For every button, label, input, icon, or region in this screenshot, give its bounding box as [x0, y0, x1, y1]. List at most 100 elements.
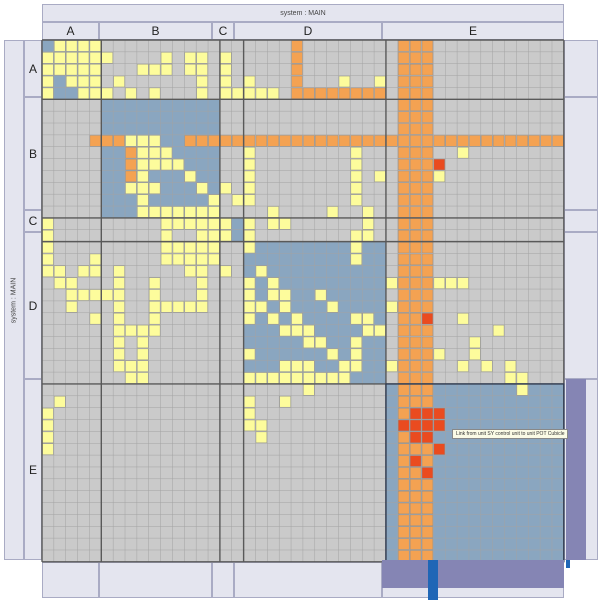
dependency-cell[interactable] [113, 336, 125, 349]
dependency-cell[interactable] [469, 336, 481, 349]
dependency-cell[interactable] [232, 87, 244, 100]
dependency-cell[interactable] [398, 479, 410, 491]
dependency-cell[interactable] [398, 372, 410, 384]
dependency-cell[interactable] [398, 147, 410, 159]
dependency-cell[interactable] [409, 206, 422, 218]
dependency-cell[interactable] [338, 135, 351, 147]
dependency-cell[interactable] [291, 135, 303, 147]
dependency-cell[interactable] [42, 230, 54, 242]
dependency-cell[interactable] [125, 158, 137, 171]
dependency-cell[interactable] [243, 194, 256, 206]
dependency-cell[interactable] [409, 230, 422, 242]
dependency-cell[interactable] [77, 265, 90, 277]
dependency-cell[interactable] [409, 526, 422, 538]
dependency-cell[interactable] [279, 360, 291, 372]
dependency-cell[interactable] [481, 135, 493, 147]
dependency-cell[interactable] [421, 241, 434, 254]
dependency-cell[interactable] [386, 135, 398, 147]
dependency-cell[interactable] [350, 241, 362, 254]
dependency-cell[interactable] [421, 87, 434, 100]
dependency-cell[interactable] [362, 135, 374, 147]
dependency-cell[interactable] [457, 277, 469, 289]
dependency-cell[interactable] [303, 384, 315, 396]
dependency-cell[interactable] [398, 87, 410, 100]
dependency-cell[interactable] [409, 538, 422, 550]
dependency-cell[interactable] [421, 419, 434, 432]
dependency-cell[interactable] [398, 467, 410, 479]
dependency-cell[interactable] [421, 431, 434, 443]
dependency-cell[interactable] [398, 135, 410, 147]
dependency-cell[interactable] [374, 170, 386, 183]
dependency-cell[interactable] [326, 87, 339, 100]
dependency-cell[interactable] [220, 87, 232, 100]
dependency-cell[interactable] [421, 52, 434, 64]
dependency-cell[interactable] [220, 265, 232, 277]
dependency-cell[interactable] [149, 64, 161, 76]
dependency-cell[interactable] [160, 52, 173, 64]
dependency-cell[interactable] [101, 289, 113, 301]
dependency-cell[interactable] [89, 75, 102, 88]
dependency-cell[interactable] [326, 348, 339, 360]
dependency-cell[interactable] [386, 360, 398, 372]
dependency-cell[interactable] [398, 455, 410, 467]
dependency-cell[interactable] [409, 158, 422, 171]
dependency-cell[interactable] [113, 277, 125, 289]
dependency-cell[interactable] [113, 348, 125, 360]
dependency-cell[interactable] [398, 218, 410, 230]
dependency-cell[interactable] [196, 87, 208, 100]
dependency-cell[interactable] [421, 147, 434, 159]
dependency-cell[interactable] [421, 182, 434, 194]
dependency-cell[interactable] [409, 182, 422, 194]
dependency-cell[interactable] [66, 277, 78, 289]
dependency-cell[interactable] [409, 479, 422, 491]
dependency-cell[interactable] [196, 265, 208, 277]
dependency-cell[interactable] [433, 419, 445, 432]
dependency-cell[interactable] [243, 348, 256, 360]
dependency-cell[interactable] [315, 289, 327, 301]
dependency-cell[interactable] [315, 336, 327, 349]
dependency-cell[interactable] [409, 301, 422, 313]
dependency-cell[interactable] [303, 87, 315, 100]
dependency-cell[interactable] [421, 526, 434, 538]
dependency-cell[interactable] [421, 158, 434, 171]
dependency-cell[interactable] [445, 277, 457, 289]
dependency-cell[interactable] [208, 135, 220, 147]
dependency-cell[interactable] [184, 52, 196, 64]
dependency-cell[interactable] [409, 253, 422, 266]
dependency-cell[interactable] [113, 265, 125, 277]
dependency-cell[interactable] [66, 75, 78, 88]
dependency-cell[interactable] [267, 87, 279, 100]
dependency-cell[interactable] [208, 194, 220, 206]
dependency-cell[interactable] [409, 443, 422, 455]
dependency-cell[interactable] [172, 218, 185, 230]
dependency-cell[interactable] [398, 277, 410, 289]
dependency-cell[interactable] [409, 514, 422, 526]
dependency-cell[interactable] [350, 194, 362, 206]
dependency-cell[interactable] [196, 230, 208, 242]
dependency-cell[interactable] [409, 324, 422, 337]
dependency-cell[interactable] [386, 301, 398, 313]
dependency-cell[interactable] [421, 384, 434, 396]
dependency-cell[interactable] [160, 206, 173, 218]
dependency-cell[interactable] [113, 301, 125, 313]
dependency-cell[interactable] [149, 135, 161, 147]
dependency-cell[interactable] [149, 289, 161, 301]
dependency-cell[interactable] [409, 75, 422, 88]
dependency-cell[interactable] [77, 40, 90, 52]
dependency-cell[interactable] [279, 396, 291, 408]
dependency-cell[interactable] [149, 158, 161, 171]
dependency-cell[interactable] [54, 52, 66, 64]
dependency-cell[interactable] [160, 241, 173, 254]
dependency-cell[interactable] [160, 230, 173, 242]
dependency-cell[interactable] [421, 324, 434, 337]
dependency-cell[interactable] [184, 253, 196, 266]
dependency-cell[interactable] [421, 360, 434, 372]
dependency-cell[interactable] [279, 301, 291, 313]
dependency-cell[interactable] [113, 135, 125, 147]
dependency-cell[interactable] [315, 87, 327, 100]
dependency-cell[interactable] [101, 52, 113, 64]
dependency-cell[interactable] [409, 87, 422, 100]
dependency-cell[interactable] [433, 348, 445, 360]
dependency-cell[interactable] [113, 289, 125, 301]
dependency-cell[interactable] [101, 135, 113, 147]
